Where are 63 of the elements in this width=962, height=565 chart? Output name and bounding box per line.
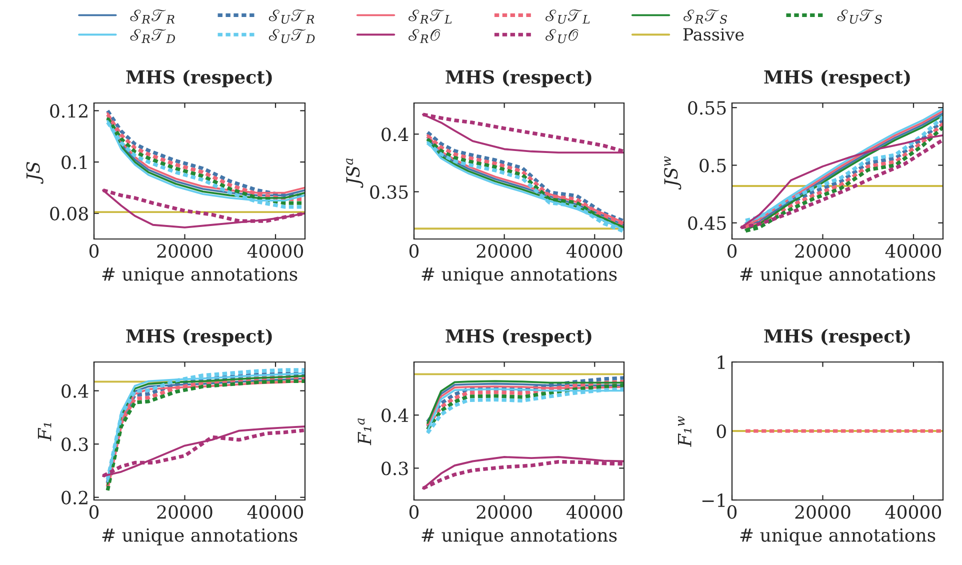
y-tick-label: 0.12 [50, 104, 88, 118]
legend-label: 𝒮$_{U}$𝒯$_{R}$ [268, 9, 314, 24]
chart-title: MHS (respect) [446, 70, 592, 88]
x-tick-label: 40000 [885, 244, 942, 258]
chart-title: MHS (respect) [764, 328, 910, 346]
x-tick-label: 20000 [795, 244, 850, 258]
y-tick-label: 0.4 [382, 128, 408, 142]
chart-title: MHS (respect) [446, 328, 592, 346]
x-tick-label: 20000 [476, 244, 532, 258]
x-axis-title: # unique annotations [740, 528, 936, 546]
y-tick-label: 0.08 [50, 206, 88, 220]
legend-label: 𝒮$_{U}$𝒯$_{L}$ [546, 9, 590, 24]
y-tick-label: 0.1 [62, 155, 87, 170]
legend-label: 𝒮$_{R}$𝒪 [408, 29, 440, 44]
x-axis-title: # unique annotations [422, 267, 617, 284]
x-tick-label: 40000 [566, 244, 622, 258]
y-tick-label: 0.45 [688, 216, 726, 230]
y-tick-label: 0.4 [382, 408, 408, 422]
y-tick-label: 0.55 [688, 101, 726, 115]
x-tick-label: 0 [89, 505, 99, 519]
y-tick-label: −1 [702, 493, 725, 507]
x-tick-label: 0 [89, 244, 99, 258]
legend-label: Passive [683, 28, 744, 41]
y-tick-label: 0 [716, 424, 726, 438]
y-axis-title: F₁$^{a}$ [358, 418, 372, 446]
y-tick-label: 0.3 [62, 438, 88, 452]
x-tick-label: 40000 [247, 244, 304, 258]
x-tick-label: 0 [409, 244, 419, 258]
y-tick-label: 1 [718, 355, 725, 369]
x-tick-label: 20000 [157, 505, 212, 519]
y-tick-label: 0.35 [370, 185, 408, 199]
x-axis-title: # unique annotations [102, 528, 298, 546]
x-tick-label: 40000 [247, 505, 304, 519]
x-tick-label: 20000 [795, 505, 850, 519]
y-axis-title: JS$^{a}$ [346, 158, 364, 188]
legend-label: 𝒮$_{U}$𝒪 [546, 29, 578, 44]
x-tick-label: 0 [409, 505, 419, 519]
legend-label: 𝒮$_{R}$𝒯$_{L}$ [408, 9, 452, 24]
x-tick-label: 40000 [566, 505, 622, 519]
x-axis-title: # unique annotations [740, 267, 936, 284]
y-tick-label: 0.3 [382, 462, 408, 476]
chart-title: MHS (respect) [126, 328, 272, 346]
y-tick-label: 0.2 [62, 490, 88, 504]
y-tick-label: 0.4 [62, 384, 88, 398]
y-axis-title: JS [26, 162, 44, 184]
y-axis-title: F₁$^{w}$ [678, 416, 692, 447]
chart-title: MHS (respect) [126, 70, 272, 88]
y-axis-title: JS$^{w}$ [664, 156, 682, 190]
x-tick-label: 0 [727, 505, 737, 519]
y-tick-label: 0.5 [700, 158, 726, 172]
legend-label: 𝒮$_{U}$𝒯$_{S}$ [837, 9, 882, 24]
legend-label: 𝒮$_{U}$𝒯$_{D}$ [268, 28, 315, 44]
legend-label: 𝒮$_{R}$𝒯$_{S}$ [684, 9, 728, 24]
legend-label: 𝒮$_{R}$𝒯$_{D}$ [130, 28, 176, 44]
y-axis-title: F₁ [38, 423, 52, 442]
chart-title: MHS (respect) [764, 70, 910, 88]
legend-label: 𝒮$_{R}$𝒯$_{R}$ [130, 9, 175, 24]
x-tick-label: 0 [727, 244, 737, 258]
x-tick-label: 40000 [885, 505, 942, 519]
x-tick-label: 20000 [476, 505, 532, 519]
x-tick-label: 20000 [157, 244, 212, 258]
x-axis-title: # unique annotations [102, 267, 298, 284]
x-axis-title: # unique annotations [422, 528, 617, 546]
